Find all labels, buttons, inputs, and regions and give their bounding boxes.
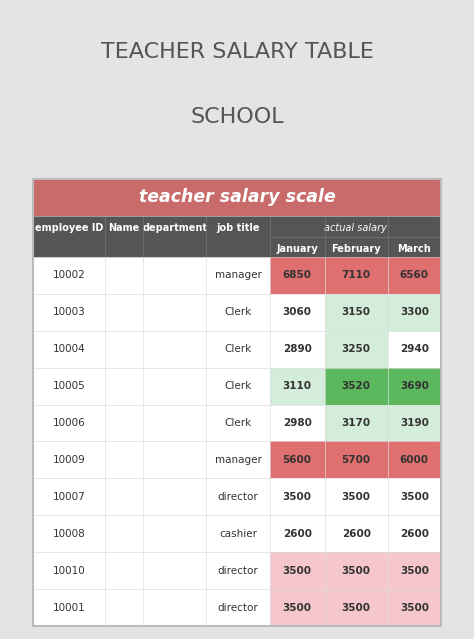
Text: actual salary: actual salary bbox=[324, 223, 387, 233]
Text: 3520: 3520 bbox=[342, 381, 371, 391]
Text: 3690: 3690 bbox=[400, 381, 429, 391]
Text: January: January bbox=[276, 244, 318, 254]
Text: 3500: 3500 bbox=[283, 566, 311, 576]
Bar bbox=[33, 367, 441, 404]
Bar bbox=[388, 404, 441, 442]
Bar bbox=[33, 589, 441, 626]
Text: 10010: 10010 bbox=[53, 566, 85, 576]
Bar bbox=[325, 442, 388, 479]
Text: Clerk: Clerk bbox=[224, 344, 252, 354]
Text: 2600: 2600 bbox=[283, 529, 311, 539]
Text: 2980: 2980 bbox=[283, 418, 311, 428]
Text: manager: manager bbox=[215, 270, 262, 281]
Text: 10007: 10007 bbox=[53, 492, 85, 502]
Text: Clerk: Clerk bbox=[224, 381, 252, 391]
Text: 3190: 3190 bbox=[400, 418, 429, 428]
Text: 3500: 3500 bbox=[342, 492, 371, 502]
Text: department: department bbox=[142, 223, 207, 233]
Text: 7110: 7110 bbox=[342, 270, 371, 281]
Bar bbox=[388, 552, 441, 589]
Text: teacher salary scale: teacher salary scale bbox=[138, 189, 336, 206]
Text: director: director bbox=[218, 603, 258, 613]
Text: 3060: 3060 bbox=[283, 307, 311, 317]
Bar bbox=[325, 294, 388, 330]
Bar bbox=[388, 442, 441, 479]
Bar bbox=[33, 330, 441, 367]
Bar bbox=[270, 257, 325, 294]
Bar bbox=[33, 257, 441, 294]
Bar bbox=[33, 215, 441, 257]
Bar bbox=[33, 516, 441, 552]
Text: SCHOOL: SCHOOL bbox=[190, 107, 284, 127]
Bar bbox=[33, 179, 441, 215]
Text: employee ID: employee ID bbox=[35, 223, 103, 233]
Text: 3170: 3170 bbox=[342, 418, 371, 428]
Text: 10001: 10001 bbox=[53, 603, 85, 613]
Text: director: director bbox=[218, 492, 258, 502]
Text: director: director bbox=[218, 566, 258, 576]
Text: 10005: 10005 bbox=[53, 381, 85, 391]
Bar bbox=[33, 294, 441, 330]
Text: 3500: 3500 bbox=[400, 566, 429, 576]
Text: 10009: 10009 bbox=[53, 455, 85, 465]
Bar bbox=[388, 294, 441, 330]
Text: 3500: 3500 bbox=[400, 603, 429, 613]
Text: 6560: 6560 bbox=[400, 270, 429, 281]
Text: 2600: 2600 bbox=[342, 529, 371, 539]
Text: 3150: 3150 bbox=[342, 307, 371, 317]
Text: 5600: 5600 bbox=[283, 455, 311, 465]
Bar bbox=[325, 404, 388, 442]
Bar bbox=[325, 367, 388, 404]
Text: 3250: 3250 bbox=[342, 344, 371, 354]
Text: 3110: 3110 bbox=[283, 381, 311, 391]
Text: 3500: 3500 bbox=[400, 492, 429, 502]
Bar bbox=[325, 330, 388, 367]
Text: 3500: 3500 bbox=[283, 603, 311, 613]
Bar bbox=[325, 552, 388, 589]
Bar bbox=[33, 552, 441, 589]
Bar bbox=[33, 404, 441, 442]
Bar bbox=[270, 442, 325, 479]
Text: cashier: cashier bbox=[219, 529, 257, 539]
Text: 10008: 10008 bbox=[53, 529, 85, 539]
Text: 3500: 3500 bbox=[342, 603, 371, 613]
Text: 2890: 2890 bbox=[283, 344, 311, 354]
Text: February: February bbox=[331, 244, 381, 254]
Text: 2600: 2600 bbox=[400, 529, 429, 539]
Text: job title: job title bbox=[216, 223, 260, 233]
Text: 10004: 10004 bbox=[53, 344, 85, 354]
Bar bbox=[388, 257, 441, 294]
Text: March: March bbox=[397, 244, 431, 254]
Text: Clerk: Clerk bbox=[224, 418, 252, 428]
Text: 5700: 5700 bbox=[342, 455, 371, 465]
Bar bbox=[270, 589, 325, 626]
Text: Name: Name bbox=[108, 223, 139, 233]
Bar bbox=[325, 589, 388, 626]
Text: manager: manager bbox=[215, 455, 262, 465]
Bar bbox=[33, 479, 441, 516]
Bar bbox=[388, 367, 441, 404]
Bar bbox=[325, 257, 388, 294]
Text: 2940: 2940 bbox=[400, 344, 429, 354]
Text: 3500: 3500 bbox=[342, 566, 371, 576]
Text: 6850: 6850 bbox=[283, 270, 311, 281]
Text: 6000: 6000 bbox=[400, 455, 429, 465]
Bar bbox=[33, 442, 441, 479]
Text: 3500: 3500 bbox=[283, 492, 311, 502]
Bar bbox=[270, 552, 325, 589]
Text: Clerk: Clerk bbox=[224, 307, 252, 317]
Text: 10006: 10006 bbox=[53, 418, 85, 428]
Text: 3300: 3300 bbox=[400, 307, 429, 317]
Text: 10002: 10002 bbox=[53, 270, 85, 281]
Text: TEACHER SALARY TABLE: TEACHER SALARY TABLE bbox=[100, 42, 374, 62]
Text: 10003: 10003 bbox=[53, 307, 85, 317]
Bar bbox=[270, 367, 325, 404]
Bar bbox=[388, 589, 441, 626]
